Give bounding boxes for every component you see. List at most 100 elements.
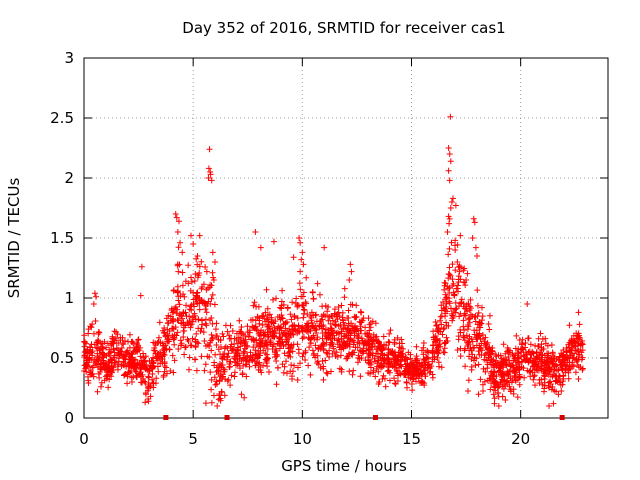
data-point: [548, 355, 555, 362]
data-point: [541, 379, 548, 386]
data-point: [289, 368, 296, 375]
data-point: [550, 400, 557, 407]
data-point: [426, 361, 433, 368]
data-point: [175, 244, 182, 251]
data-point: [202, 316, 209, 323]
data-point: [208, 386, 215, 393]
data-point: [518, 353, 525, 360]
data-point: [182, 343, 189, 350]
data-point: [94, 354, 101, 361]
data-point: [170, 287, 177, 294]
data-point: [201, 367, 208, 374]
data-point: [542, 335, 549, 342]
data-point: [310, 296, 317, 303]
data-point: [137, 353, 144, 360]
data-point: [234, 361, 241, 368]
data-point: [250, 324, 257, 331]
data-point: [460, 323, 467, 330]
data-point: [480, 335, 487, 342]
x-tick-label: 0: [79, 430, 89, 448]
data-point: [494, 389, 501, 396]
data-point: [469, 235, 476, 241]
data-point: [505, 371, 512, 378]
data-point: [360, 345, 367, 352]
data-point: [211, 392, 218, 399]
data-point: [266, 368, 273, 375]
data-point: [297, 360, 304, 367]
data-point: [291, 362, 298, 369]
data-point: [565, 369, 572, 376]
data-point: [272, 295, 279, 302]
data-point: [217, 337, 224, 344]
data-point: [302, 347, 309, 354]
data-point: [458, 296, 465, 303]
data-point: [296, 280, 303, 287]
data-point: [242, 340, 249, 347]
data-point: [137, 344, 144, 351]
data-point: [338, 335, 345, 342]
data-point: [187, 232, 194, 239]
data-point: [117, 348, 124, 355]
data-point: [207, 281, 214, 288]
data-point: [274, 325, 281, 332]
data-point: [416, 363, 423, 370]
data-point: [446, 215, 453, 222]
data-point: [365, 315, 372, 322]
data-point: [497, 369, 504, 376]
data-point: [392, 381, 399, 388]
data-point: [141, 378, 148, 385]
data-point: [320, 339, 327, 346]
data-point: [145, 385, 152, 392]
data-point: [561, 361, 568, 368]
data-point: [212, 381, 219, 388]
data-point: [94, 345, 101, 352]
data-point: [479, 381, 486, 388]
data-point: [305, 362, 312, 369]
data-point: [297, 286, 304, 293]
data-point: [424, 354, 431, 361]
data-point: [145, 374, 152, 381]
data-point: [246, 327, 253, 334]
data-point: [159, 359, 166, 366]
data-point: [103, 344, 110, 351]
data-point: [362, 324, 369, 331]
data-point: [347, 301, 354, 308]
data-point: [514, 355, 521, 362]
data-point: [193, 255, 200, 262]
data-point: [152, 341, 159, 348]
data-point: [475, 348, 482, 355]
data-point: [109, 333, 116, 340]
data-point: [441, 325, 448, 332]
y-tick-label: 2.5: [50, 109, 74, 127]
data-point: [202, 361, 209, 368]
data-point: [298, 293, 305, 300]
data-point: [372, 334, 379, 341]
data-point: [244, 323, 251, 330]
data-point: [380, 333, 387, 340]
data-point: [236, 352, 243, 359]
data-point: [202, 306, 209, 313]
data-point: [196, 263, 203, 270]
data-point: [431, 356, 438, 363]
data-point: [485, 354, 492, 361]
data-point: [527, 373, 534, 380]
data-point: [186, 306, 193, 313]
data-point: [438, 302, 445, 309]
data-point: [484, 357, 491, 364]
data-point: [229, 346, 236, 353]
data-point: [208, 295, 215, 302]
data-point: [454, 241, 461, 248]
data-point: [382, 383, 389, 390]
data-point: [351, 313, 358, 320]
data-point: [332, 321, 339, 328]
data-point: [111, 328, 118, 335]
data-point: [172, 211, 179, 217]
data-point: [225, 376, 232, 383]
data-point: [418, 347, 425, 354]
data-point: [516, 381, 523, 388]
data-point: [182, 344, 189, 351]
data-point: [501, 377, 508, 384]
data-point: [433, 345, 440, 352]
data-point: [247, 349, 254, 356]
data-point: [455, 278, 462, 285]
